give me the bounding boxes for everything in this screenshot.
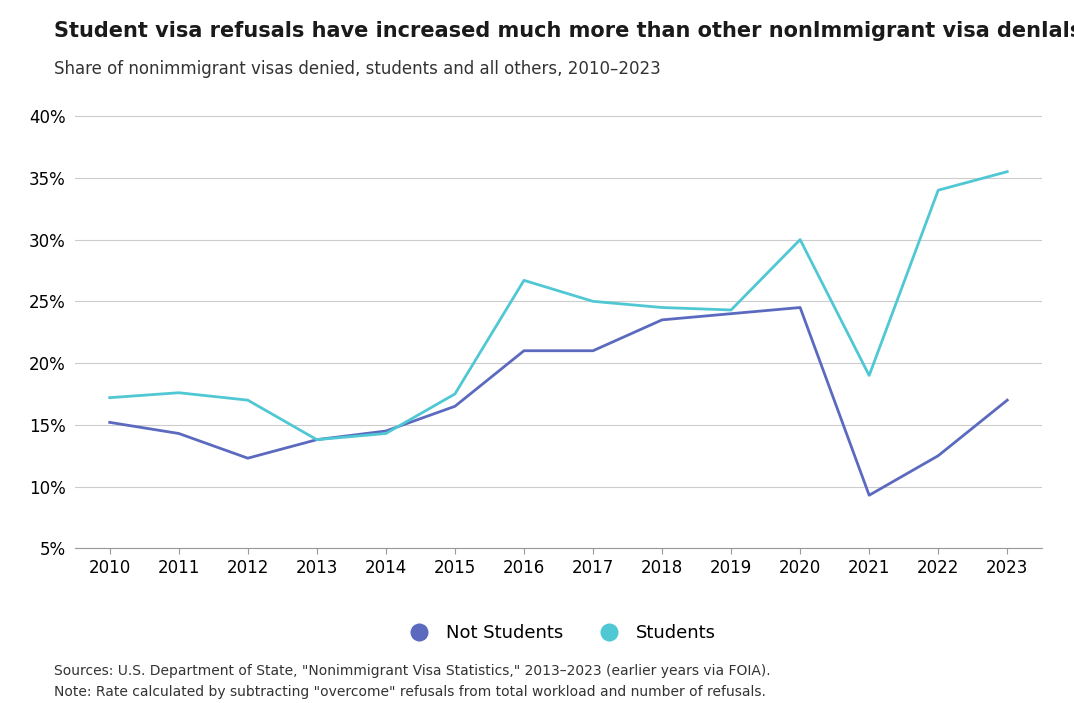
Legend: Not Students, Students: Not Students, Students <box>394 617 723 649</box>
Text: Sources: U.S. Department of State, "Nonimmigrant Visa Statistics," 2013–2023 (ea: Sources: U.S. Department of State, "Noni… <box>54 664 770 678</box>
Text: Student visa refusals have increased much more than other nonImmigrant visa denI: Student visa refusals have increased muc… <box>54 21 1074 41</box>
Text: Share of nonimmigrant visas denied, students and all others, 2010–2023: Share of nonimmigrant visas denied, stud… <box>54 60 661 78</box>
Text: Note: Rate calculated by subtracting "overcome" refusals from total workload and: Note: Rate calculated by subtracting "ov… <box>54 685 766 699</box>
